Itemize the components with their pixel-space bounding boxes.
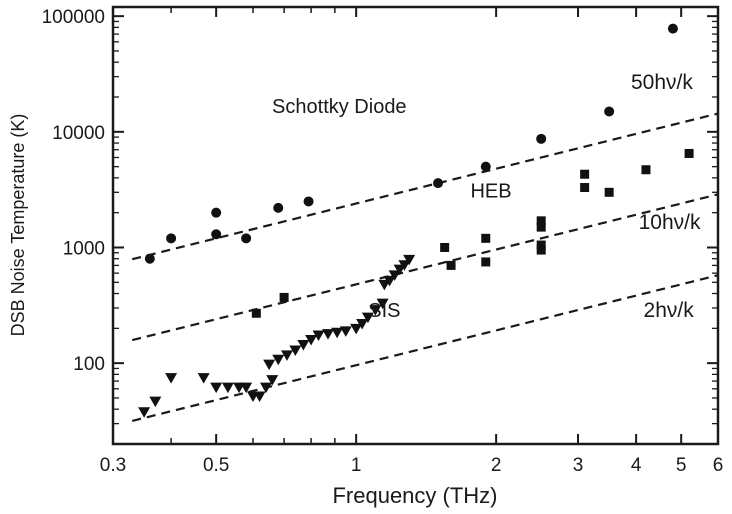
point-schottky-diode: [433, 178, 444, 189]
point-heb: [580, 183, 590, 193]
point-schottky-diode: [211, 207, 222, 218]
point-sis: [221, 382, 234, 394]
point-schottky-diode: [144, 253, 155, 264]
point-sis: [240, 382, 253, 394]
point-sis: [350, 323, 363, 335]
point-schottky-diode: [303, 196, 314, 207]
point-sis: [312, 330, 325, 342]
reference-line-50: [131, 112, 719, 261]
point-sis: [165, 373, 178, 384]
point-sis: [138, 407, 151, 418]
point-heb: [279, 292, 289, 302]
point-sis: [280, 350, 293, 361]
point-heb: [536, 222, 546, 232]
point-sis: [297, 339, 310, 351]
x-tick-label: 6: [713, 455, 724, 476]
refline-label-2: 2hν/k: [644, 299, 695, 322]
point-heb: [481, 233, 491, 243]
point-heb: [536, 240, 546, 250]
point-sis: [376, 298, 389, 310]
reference-lines: [131, 112, 719, 422]
point-schottky-diode: [211, 229, 222, 240]
point-sis: [305, 335, 318, 346]
plot-frame: [111, 5, 720, 446]
point-sis: [272, 354, 285, 366]
point-heb: [536, 216, 546, 226]
point-heb: [440, 242, 450, 252]
x-tick-label: 5: [676, 455, 687, 476]
refline-label-10: 10hν/k: [639, 211, 701, 234]
y-axis-title: DSB Noise Temperature (K): [8, 114, 28, 337]
x-tick-label: 4: [631, 455, 642, 476]
point-sis: [331, 327, 344, 339]
annotation-schottky-diode: Schottky Diode: [272, 96, 407, 118]
point-heb: [580, 169, 590, 179]
point-sis: [398, 260, 411, 271]
reference-line-10: [131, 193, 719, 342]
point-schottky-diode: [273, 202, 284, 213]
point-sis: [339, 326, 352, 337]
point-sis: [289, 345, 302, 356]
y-tick-label: 10000: [52, 123, 105, 144]
y-tick-label: 1000: [63, 238, 105, 259]
point-heb: [446, 260, 456, 270]
point-schottky-diode: [604, 106, 615, 117]
axis-ticks: 0.3 0.5 1 2 3 4 5 6 100 1000 10000 100000: [42, 7, 724, 476]
point-schottky-diode: [241, 233, 252, 244]
y-tick-label: 100: [73, 354, 105, 375]
point-sis: [403, 254, 416, 266]
point-heb: [684, 148, 694, 158]
point-heb: [641, 165, 651, 175]
point-sis: [149, 396, 162, 408]
point-sis: [388, 270, 401, 281]
point-sis: [263, 359, 276, 371]
x-tick-label: 0.5: [203, 455, 229, 476]
point-sis: [369, 305, 382, 316]
x-tick-label: 0.3: [100, 455, 126, 476]
point-heb: [604, 187, 614, 197]
point-sis: [322, 329, 335, 340]
point-schottky-diode: [536, 133, 547, 144]
point-sis: [356, 319, 369, 330]
point-heb: [251, 308, 261, 318]
annotation-heb: HEB: [470, 181, 511, 203]
x-axis-title: Frequency (THz): [332, 483, 497, 508]
point-sis: [383, 275, 396, 287]
y-tick-label: 100000: [42, 7, 105, 28]
annotation-labels: Schottky Diode HEB SIS 50hν/k 10hν/k 2hν…: [272, 71, 701, 322]
x-tick-label: 1: [351, 455, 362, 476]
data-points: [138, 23, 694, 418]
point-schottky-diode: [480, 161, 491, 172]
point-sis: [210, 382, 223, 394]
refline-label-50: 50hν/k: [631, 71, 693, 94]
point-sis: [197, 373, 210, 384]
annotation-sis: SIS: [368, 300, 400, 322]
point-schottky-diode: [667, 23, 678, 34]
point-sis: [266, 375, 279, 386]
reference-line-2: [131, 274, 719, 422]
point-schottky-diode: [166, 233, 177, 244]
point-sis: [253, 391, 266, 403]
point-heb: [536, 245, 546, 255]
x-tick-label: 2: [491, 455, 502, 476]
point-sis: [361, 312, 374, 324]
point-sis: [260, 382, 273, 394]
x-tick-label: 3: [573, 455, 584, 476]
point-heb: [481, 257, 491, 267]
